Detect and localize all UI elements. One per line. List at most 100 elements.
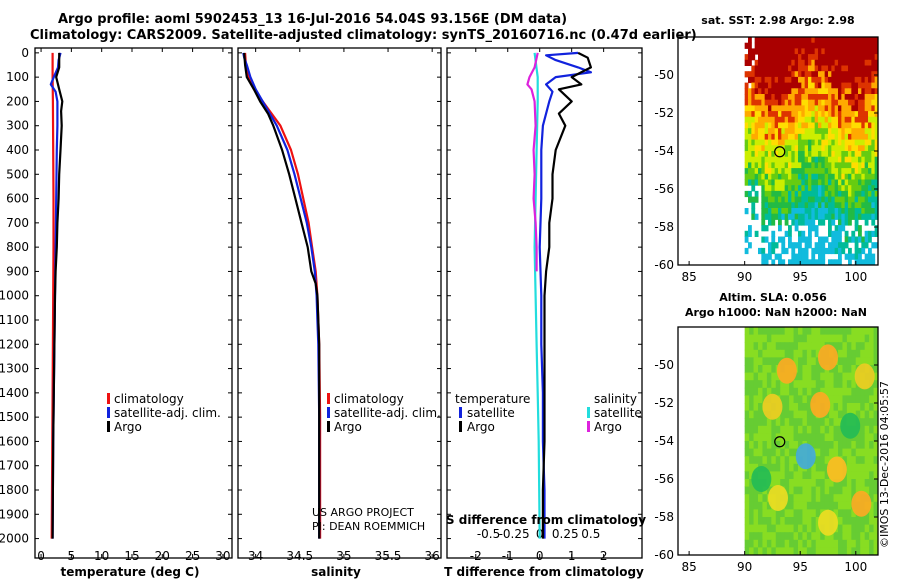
sla-cell [820,494,826,503]
sst-cell [771,88,776,95]
sst-cell [784,42,789,49]
sla-cell [811,380,817,389]
sla-cell [815,387,821,396]
sst-cell [761,145,766,152]
sst-cell [851,139,856,146]
sla-cell [846,403,852,412]
sst-cell [754,94,759,101]
salinity-argo-line [243,52,321,539]
sla-cell [869,509,875,518]
sst-cell [831,65,836,72]
differences-s-satellite-line [533,52,541,539]
sst-cell [784,208,789,215]
sst-cell [768,88,772,95]
sst-cell [841,94,846,101]
sst-map-title: sat. SST: 2.98 Argo: 2.98 [701,14,854,27]
sst-cell [801,162,806,169]
sst-cell [844,145,849,152]
sst-cell [761,179,766,186]
sst-cell [761,65,766,72]
sst-cell [858,156,862,163]
sla-cell [775,387,781,396]
sla-cell [798,380,803,389]
sst-cell [801,99,806,106]
sst-cell [774,42,779,49]
sst-cell [798,76,802,84]
sla-cell [793,532,799,541]
sst-cell [814,190,819,198]
sst-cell [844,111,849,118]
sst-cell [788,88,792,95]
legend-swatch-satellite [107,407,110,418]
sst-cell [864,202,869,209]
sla-cell [749,327,755,336]
sst-cell [744,42,749,49]
sla-cell [780,547,786,555]
sla-cell [780,334,786,343]
sst-cell [834,230,839,237]
sla-cell [811,517,817,526]
sla-cell [860,471,866,480]
sla-cell [820,501,826,510]
sst-cell [844,139,849,146]
sst-cell [828,151,832,158]
sst-cell [851,202,856,209]
sst-cell [854,139,859,146]
legend-temperature-title: temperature [455,392,530,406]
sst-cell [848,208,852,215]
sla-cell [758,327,763,336]
sla-cell [864,418,870,427]
sst-cell [811,173,816,180]
sla-cell [793,517,799,526]
sst-cell [778,265,782,271]
sla-cell [806,403,812,412]
sla-cell [798,395,803,404]
sla-cell [851,539,857,548]
sst-cell [801,247,806,255]
sst-cell [848,37,852,44]
sla-cell [744,403,750,412]
sla-cell [864,441,870,450]
sst-cell [868,111,872,118]
sst-cell [814,65,819,72]
sla-cell [802,403,808,412]
sst-cell [794,133,799,141]
salinity-tick-label: 36 [425,549,440,563]
sst-cell [794,82,799,89]
sla-cell [744,471,750,480]
sla-cell [833,372,839,381]
sst-cell [771,230,776,237]
sst-cell [854,111,859,118]
sst-cell [791,82,796,89]
sst-cell [758,151,762,158]
sla-cell [855,327,861,336]
sla-cell [784,418,790,427]
sst-cell [851,76,856,84]
sst-cell [858,111,862,118]
sst-cell [821,111,826,118]
sst-cell [764,48,769,55]
sla-cell [860,349,866,358]
sla-cell [753,349,759,358]
sst-cell [768,151,772,158]
sla-cell [793,418,799,427]
sla-cell [815,418,821,427]
sla-cell [766,357,772,366]
sst-cell [864,185,869,192]
sst-cell [818,111,822,118]
sla-cell [811,501,817,510]
sst-cell [821,88,826,95]
sst-cell [801,208,806,215]
sst-cell [854,76,859,84]
sst-cell [771,162,776,169]
sla-cell [789,349,795,358]
lat-tick-label: -56 [654,182,674,196]
sla-cell [833,387,839,396]
sla-cell [798,471,803,480]
sst-cell [811,162,816,169]
sla-cell [753,509,759,518]
sla-cell [793,327,799,336]
sst-cell [848,139,852,146]
sst-cell [768,116,772,123]
sst-cell [751,76,756,84]
